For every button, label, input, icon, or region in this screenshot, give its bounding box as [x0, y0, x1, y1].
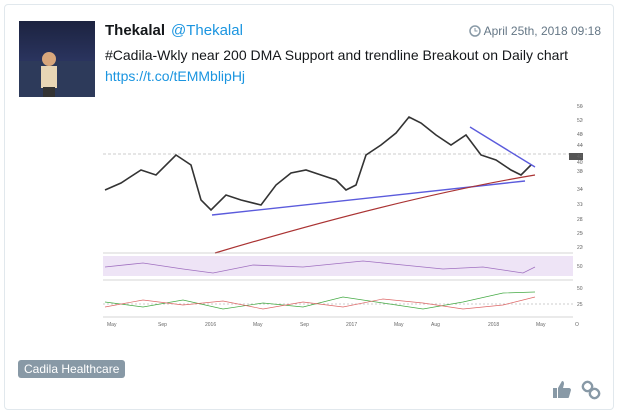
- x-label: Sep: [300, 322, 309, 328]
- clock-icon: [468, 25, 481, 37]
- tweet-text: #Cadila-Wkly near 200 DMA Support and tr…: [105, 47, 569, 63]
- rsi-label: 50.0000: [577, 264, 583, 270]
- date[interactable]: April 25th, 2018 09:18: [468, 24, 601, 38]
- tag[interactable]: Cadila Healthcare: [18, 360, 126, 378]
- tweet-link[interactable]: https://t.co/tEMMblipHj: [105, 68, 246, 84]
- x-label: May: [394, 322, 404, 328]
- x-label: Aug: [431, 322, 440, 328]
- user-name[interactable]: Thekalal: [105, 22, 166, 39]
- like-icon[interactable]: [551, 379, 573, 399]
- price-label: 440.00: [577, 143, 583, 149]
- trendline: [469, 126, 536, 168]
- date-text: April 25th, 2018 09:18: [483, 24, 601, 38]
- indicator-line: [104, 296, 536, 310]
- tweet-card: Thekalal @Thekalal April 25th, 2018 09:1…: [4, 4, 614, 410]
- x-label: May: [536, 322, 546, 328]
- image-bg: [103, 97, 583, 329]
- price-label: 250.00: [577, 231, 583, 237]
- price-label: 310.00: [577, 202, 583, 208]
- indicator-label: 50.0000: [577, 286, 583, 292]
- indicator-line: [104, 291, 536, 310]
- price-series: [104, 115, 532, 212]
- x-label: May: [107, 322, 117, 328]
- link-icon[interactable]: [581, 380, 601, 400]
- chart-image[interactable]: 560.00 520.00 480.00 440.00 421.78405.00 380.…: [103, 97, 583, 329]
- price-badge: [569, 153, 583, 160]
- x-label: May: [253, 322, 263, 328]
- x-label: 2016: [205, 322, 216, 328]
- price-label: 380.00: [577, 169, 583, 175]
- price-label: 560.00: [577, 104, 583, 110]
- x-label: 2017: [346, 322, 357, 328]
- price-label: 405.00: [577, 160, 583, 166]
- rsi-panel: [103, 256, 573, 276]
- x-label: O: [575, 322, 579, 328]
- avatar[interactable]: [19, 21, 95, 97]
- user-handle[interactable]: @Thekalal: [171, 22, 243, 39]
- price-label: 340.00: [577, 187, 583, 193]
- price-label: 220.00: [577, 245, 583, 251]
- rsi-line: [104, 260, 536, 274]
- price-label: 282.00: [577, 217, 583, 223]
- dma-line: [214, 174, 536, 254]
- price-label: 421.78: [577, 154, 583, 160]
- x-label: 2018: [488, 322, 499, 328]
- price-label: 520.00: [577, 118, 583, 124]
- avatar-art: [19, 52, 95, 97]
- indicator-label: 25.0000: [577, 302, 583, 308]
- x-label: Sep: [158, 322, 167, 328]
- price-label: 480.00: [577, 132, 583, 138]
